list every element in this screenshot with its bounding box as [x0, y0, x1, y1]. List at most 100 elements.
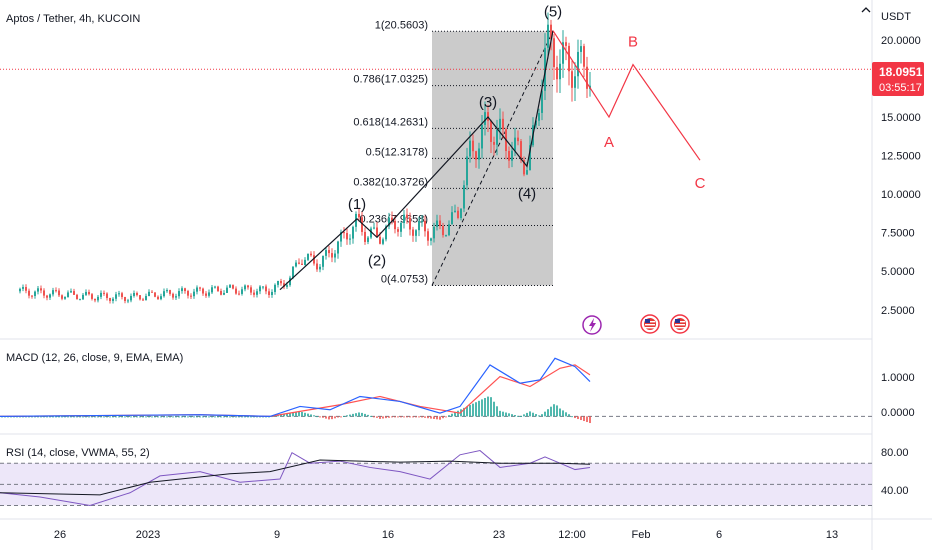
- candle-body: [367, 237, 369, 242]
- candle-body: [349, 238, 351, 240]
- lightning-icon[interactable]: [582, 315, 602, 335]
- macd-histogram-bar: [313, 415, 315, 417]
- candle-body: [550, 24, 552, 39]
- macd-histogram-bar: [343, 415, 345, 417]
- macd-histogram-bar: [76, 416, 78, 418]
- candle-body: [49, 294, 51, 298]
- macd-histogram-bar: [373, 416, 375, 418]
- wave-label: (1): [348, 196, 366, 213]
- macd-histogram-bar: [136, 416, 138, 418]
- macd-histogram-bar: [475, 402, 477, 417]
- macd-histogram-bar: [289, 413, 291, 417]
- macd-histogram-bar: [154, 416, 156, 418]
- macd-histogram-bar: [13, 416, 15, 418]
- rsi-pane: [0, 450, 872, 506]
- macd-histogram-bar: [433, 416, 435, 419]
- candle-body: [415, 230, 417, 236]
- rsi-line: [0, 450, 591, 506]
- candle-body: [292, 266, 294, 278]
- price-axis[interactable]: 20.000017.500015.000012.500010.00007.500…: [881, 35, 921, 317]
- elliott-wave-drawing[interactable]: (1) (2) (3) (4) (5) A B C: [279, 4, 706, 291]
- macd-histogram-bar: [301, 411, 303, 417]
- candle-body: [166, 290, 168, 292]
- time-tick: 16: [382, 529, 394, 541]
- candle-body: [421, 220, 423, 222]
- macd-histogram-bar: [448, 415, 450, 417]
- projection-label: B: [628, 34, 638, 51]
- macd-histogram-bar: [487, 396, 489, 417]
- macd-histogram-bar: [535, 414, 537, 417]
- candle-body: [403, 214, 405, 224]
- fib-level-label: 0.786(17.0325): [353, 74, 428, 86]
- price-tick: 7.5000: [881, 228, 915, 240]
- candle-body: [376, 227, 378, 237]
- candle-body: [274, 284, 276, 292]
- time-axis[interactable]: 26 2023 9 16 23 12:00 Feb 6 13: [54, 529, 838, 541]
- macd-histogram-bar: [277, 415, 279, 417]
- macd-histogram-bar: [178, 416, 180, 418]
- candle-body: [523, 160, 525, 175]
- macd-histogram-bar: [208, 416, 210, 418]
- macd-histogram-bar: [298, 411, 300, 417]
- candle-body: [82, 294, 84, 300]
- macd-histogram-bar: [430, 416, 432, 419]
- candle-body: [187, 291, 189, 296]
- macd-histogram-bar: [337, 416, 339, 418]
- us-flag-icon[interactable]: [640, 314, 660, 334]
- price-tick: 5.0000: [881, 266, 915, 278]
- macd-histogram-bar: [160, 416, 162, 418]
- macd-histogram-bar: [112, 416, 114, 418]
- price-tick: 20.0000: [881, 35, 921, 47]
- symbol-title: Aptos / Tether, 4h, KUCOIN: [6, 13, 140, 25]
- macd-histogram-bar: [517, 415, 519, 417]
- macd-histogram-bar: [94, 416, 96, 418]
- rsi-tick-40: 40.00: [881, 485, 909, 497]
- macd-histogram-bar: [226, 416, 228, 418]
- macd-histogram-bar: [85, 416, 87, 418]
- macd-histogram-bar: [532, 412, 534, 417]
- macd-histogram-bar: [91, 416, 93, 418]
- macd-histogram-bar: [376, 416, 378, 418]
- macd-histogram-bar: [322, 416, 324, 418]
- macd-histogram-bar: [307, 413, 309, 417]
- macd-histogram-bar: [514, 415, 516, 417]
- candle-body: [475, 151, 477, 160]
- candle-body: [244, 285, 246, 290]
- projection-label: A: [604, 134, 614, 151]
- price-badge-value: 18.0951: [879, 65, 923, 79]
- candle-body: [577, 51, 579, 77]
- macd-histogram-bar: [364, 413, 366, 417]
- candle-body: [43, 290, 45, 296]
- macd-histogram-bar: [547, 409, 549, 417]
- candle-body: [232, 285, 234, 289]
- candle-body: [412, 229, 414, 236]
- candle-body: [169, 290, 171, 294]
- macd-histogram-bar: [493, 401, 495, 417]
- candle-body: [439, 220, 441, 226]
- macd-histogram-bar: [427, 416, 429, 419]
- macd-histogram-bar: [538, 415, 540, 417]
- fib-level-label: 0.382(10.3726): [353, 176, 428, 188]
- macd-histogram-bar: [568, 414, 570, 417]
- candle-body: [193, 291, 195, 297]
- macd-histogram-bar: [415, 416, 417, 418]
- candle-body: [142, 299, 144, 301]
- candle-body: [337, 241, 339, 254]
- macd-histogram-bar: [259, 416, 261, 418]
- candle-body: [469, 140, 471, 157]
- macd-histogram-bar: [238, 416, 240, 418]
- us-flag-icon[interactable]: [670, 314, 690, 334]
- chevron-up-icon[interactable]: [861, 7, 871, 13]
- candle-body: [127, 300, 129, 302]
- macd-histogram-bar: [16, 416, 18, 418]
- macd-histogram-bar: [457, 410, 459, 417]
- candle-body: [112, 298, 114, 301]
- macd-histogram-bar: [319, 416, 321, 418]
- candle-body: [271, 291, 273, 296]
- macd-histogram-bar: [481, 399, 483, 417]
- candle-body: [565, 42, 567, 46]
- candle-body: [55, 290, 57, 292]
- macd-histogram-bar: [187, 416, 189, 418]
- candle-body: [208, 292, 210, 296]
